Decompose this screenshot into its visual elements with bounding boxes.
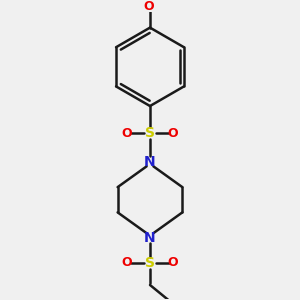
Text: O: O (168, 127, 178, 140)
Text: O: O (168, 256, 178, 269)
Text: O: O (143, 0, 154, 13)
Text: N: N (144, 231, 156, 245)
Text: O: O (122, 256, 132, 269)
Text: S: S (145, 126, 155, 140)
Text: N: N (144, 154, 156, 169)
Text: S: S (145, 256, 155, 270)
Text: O: O (122, 127, 132, 140)
